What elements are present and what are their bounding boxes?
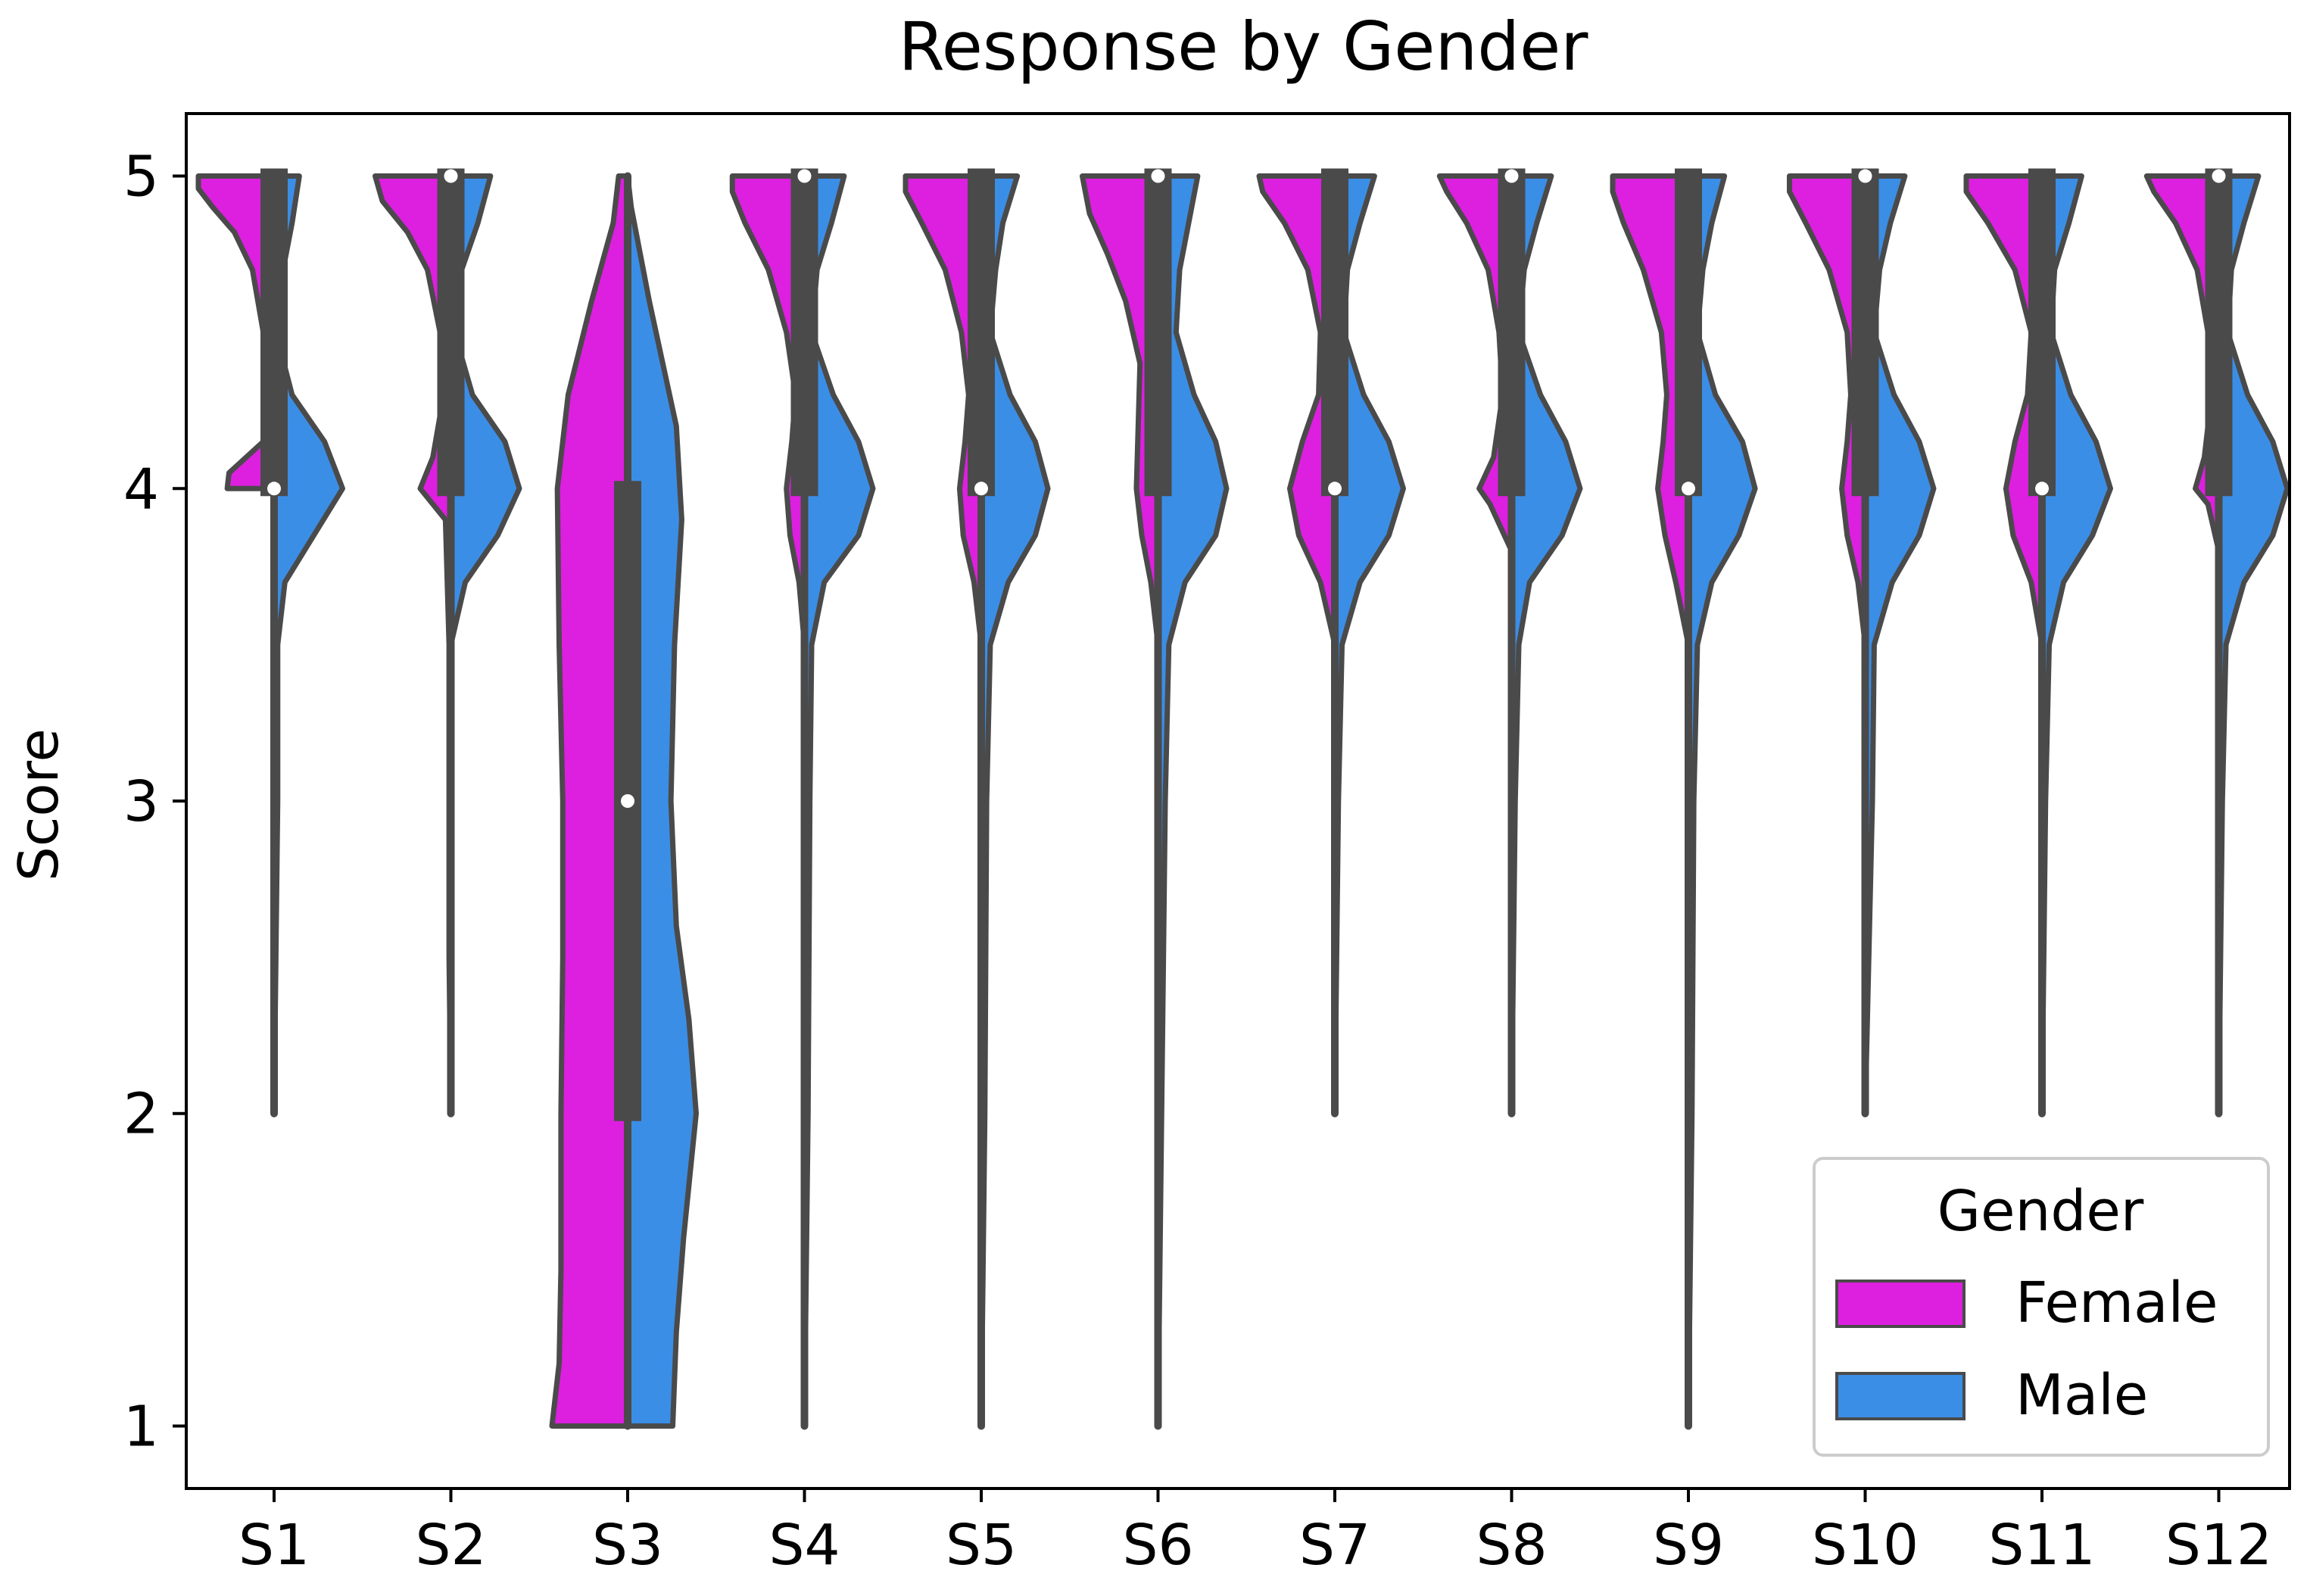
x-tick-label: S4 xyxy=(768,1513,840,1578)
y-tick-label: 3 xyxy=(123,769,159,834)
iqr-box-s12 xyxy=(2205,168,2233,497)
median-dot-s6 xyxy=(1151,169,1165,183)
iqr-box-s9 xyxy=(1675,168,1702,497)
median-dot-s9 xyxy=(1682,482,1695,496)
plot-area-frame xyxy=(185,112,2291,1490)
y-tick-label: 1 xyxy=(123,1394,159,1459)
violin-half-male-s10 xyxy=(1863,173,1937,1117)
iqr-box-s5 xyxy=(968,168,995,497)
violin-half-female-s6 xyxy=(1080,173,1161,648)
x-tick-label: S2 xyxy=(415,1513,486,1578)
iqr-box-s10 xyxy=(1851,168,1879,497)
violin-half-male-s4 xyxy=(802,173,876,1429)
median-dot-s7 xyxy=(1328,482,1342,496)
violin-half-male-s9 xyxy=(1685,173,1758,1429)
violin-half-male-s8 xyxy=(1509,173,1583,1117)
median-dot-s1 xyxy=(267,482,281,496)
x-tick-label: S11 xyxy=(1988,1513,2095,1578)
iqr-box-s4 xyxy=(790,168,818,497)
y-tick-label: 4 xyxy=(123,457,159,522)
median-dot-s2 xyxy=(444,169,458,183)
x-ticks-group: S1 S2 S3 S4 S5 S6 S7 S8 S9 S10 S11 S12 xyxy=(238,1488,2272,1578)
y-tick-label: 5 xyxy=(123,145,159,210)
violin-half-female-s5 xyxy=(902,173,984,648)
x-tick-label: S9 xyxy=(1653,1513,1724,1578)
violin-half-male-s12 xyxy=(2216,173,2290,1117)
y-axis-label: Score xyxy=(7,728,70,881)
x-tick-label: S10 xyxy=(1812,1513,1919,1578)
legend-swatch-male xyxy=(1835,1372,1966,1420)
legend-label-male: Male xyxy=(2015,1363,2148,1428)
iqr-box-s1 xyxy=(260,168,288,497)
violin-half-female-s8 xyxy=(1436,173,1514,554)
violin-half-male-s7 xyxy=(1332,173,1406,1117)
median-dot-s11 xyxy=(2035,482,2049,496)
violin-half-female-s9 xyxy=(1610,173,1691,648)
violin-half-female-s1 xyxy=(195,173,277,491)
y-tick-label: 2 xyxy=(123,1082,159,1147)
violin-half-male-s5 xyxy=(978,173,1051,1429)
x-tick-label: S12 xyxy=(2165,1513,2272,1578)
y-ticks-group: 1 2 3 4 5 xyxy=(123,145,186,1459)
median-dot-s12 xyxy=(2212,169,2226,183)
iqr-box-s2 xyxy=(437,168,465,497)
chart-title: Response by Gender xyxy=(899,8,1589,86)
legend-swatch-female xyxy=(1835,1280,1966,1328)
violin-half-female-s12 xyxy=(2143,173,2221,554)
violin-half-female-s7 xyxy=(1256,173,1338,648)
median-dot-s3 xyxy=(621,794,634,808)
x-tick-label: S5 xyxy=(946,1513,1017,1578)
iqr-box-s7 xyxy=(1321,168,1348,497)
legend-title: Gender xyxy=(1937,1179,2144,1244)
violin-half-male-s6 xyxy=(1155,173,1230,1429)
iqr-box-s8 xyxy=(1498,168,1526,497)
iqr-box-s11 xyxy=(2028,168,2056,497)
x-tick-label: S7 xyxy=(1299,1513,1370,1578)
violin-half-female-s10 xyxy=(1787,173,1868,648)
violin-half-male-s3 xyxy=(625,173,699,1429)
violins-group xyxy=(195,173,2290,1429)
median-dot-s10 xyxy=(1858,169,1872,183)
legend-label-female: Female xyxy=(2015,1270,2218,1336)
x-tick-label: S8 xyxy=(1476,1513,1547,1578)
violin-half-female-s4 xyxy=(729,173,807,648)
x-tick-label: S6 xyxy=(1122,1513,1193,1578)
violin-half-female-s3 xyxy=(549,173,631,1429)
x-tick-label: S1 xyxy=(238,1513,310,1578)
inner-box-group xyxy=(260,168,2233,1430)
median-dot-s4 xyxy=(797,169,812,183)
median-dot-s8 xyxy=(1504,169,1519,183)
iqr-box-s6 xyxy=(1144,168,1172,497)
legend: Gender Female Male xyxy=(1813,1157,2270,1457)
x-tick-label: S3 xyxy=(592,1513,663,1578)
violin-half-male-s11 xyxy=(2039,173,2113,1117)
median-dot-s5 xyxy=(974,482,988,496)
